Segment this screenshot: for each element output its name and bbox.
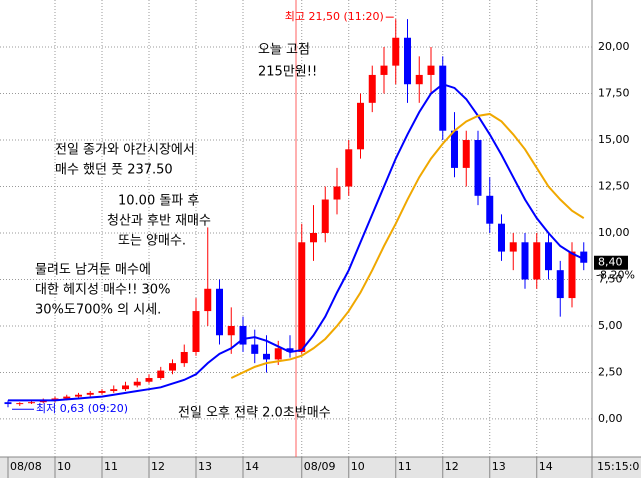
- y-tick-label: 15,00: [598, 133, 630, 146]
- candle-body: [404, 37, 411, 85]
- x-tick-label: 08/08: [10, 460, 42, 473]
- candle-body: [157, 370, 165, 379]
- candle-body: [509, 242, 517, 252]
- annotation: 청산과 후반 재매수: [107, 214, 211, 229]
- low-marker: 최저 0,63 (09:20): [36, 402, 128, 415]
- price-tag-label: 8,40: [598, 256, 623, 269]
- candle-body: [521, 242, 529, 280]
- candle-body: [333, 186, 341, 200]
- candle-body: [110, 389, 118, 392]
- candle-body: [298, 242, 306, 352]
- annotation: 대한 헤지성 매수!! 30%: [35, 283, 170, 298]
- candle-body: [462, 140, 470, 168]
- annotation: 전일 오후 전략 2.0초반매수: [178, 406, 331, 421]
- x-tick-label: 14: [539, 460, 553, 473]
- candle-body: [122, 385, 129, 390]
- candle-body: [86, 392, 94, 395]
- candle-body: [251, 344, 259, 354]
- candle-body: [321, 199, 329, 233]
- moving-average: [8, 83, 585, 402]
- price-tag: [594, 255, 628, 270]
- annotation: 또는 양매수.: [118, 234, 186, 249]
- candle-body: [63, 396, 71, 399]
- annotation: 오늘 고점: [258, 43, 310, 58]
- candle-body: [580, 251, 588, 263]
- candle-body: [145, 378, 153, 382]
- candle-body: [75, 394, 82, 397]
- moving-average: [230, 112, 585, 379]
- x-tick-label: 10: [351, 460, 365, 473]
- candle-body: [439, 65, 447, 131]
- change-label: -8,20%: [596, 269, 635, 282]
- candle-body: [451, 130, 458, 168]
- candle-body: [216, 288, 223, 336]
- candle-body: [392, 37, 400, 66]
- annotation: 물려도 남겨둔 매수에: [35, 263, 151, 278]
- y-tick-label: 0,00: [598, 412, 623, 425]
- candle-body: [486, 195, 494, 224]
- candle-body: [133, 381, 141, 386]
- candle-body: [556, 270, 564, 299]
- candle-body: [227, 325, 235, 336]
- x-tick-label: 12: [445, 460, 459, 473]
- candle-body: [533, 242, 541, 280]
- candle-body: [192, 311, 200, 352]
- y-tick-label: 12,50: [598, 179, 630, 192]
- candle-body: [204, 288, 212, 312]
- x-tick-label: 13: [492, 460, 506, 473]
- annotation: 전일 종가와 야간시장에서: [55, 143, 195, 158]
- candle-body: [16, 403, 24, 405]
- x-tick-label: 10: [57, 460, 71, 473]
- x-axis-bar: [0, 457, 641, 478]
- y-tick-label: 5,00: [598, 319, 623, 332]
- candle-body: [380, 65, 388, 75]
- annotation: 215만원!!: [258, 65, 317, 80]
- y-tick-label: 7,50: [598, 272, 623, 285]
- annotation: 10.00 돌파 후: [118, 194, 199, 209]
- candle-body: [427, 65, 435, 75]
- candle-body: [286, 348, 294, 352]
- candle-body: [263, 353, 270, 360]
- candle-body: [274, 348, 282, 360]
- candle-body: [498, 223, 505, 252]
- candle-body: [180, 351, 188, 364]
- annotation: 매수 했던 풋 237.50: [55, 162, 173, 178]
- y-tick-label: 20,00: [598, 40, 630, 53]
- candle-body: [368, 74, 376, 103]
- x-tick-label: 11: [398, 460, 412, 473]
- high-marker: 최고 21,50 (11:20): [285, 10, 384, 23]
- x-time-label: 15:15:0: [597, 460, 639, 473]
- x-tick-label: 14: [245, 460, 259, 473]
- candle-body: [357, 102, 364, 150]
- candle-body: [28, 402, 35, 404]
- candle-body: [4, 402, 12, 405]
- x-tick-label: 12: [151, 460, 165, 473]
- candle-body: [239, 325, 247, 345]
- candle-body: [545, 242, 552, 271]
- candle-body: [169, 363, 176, 371]
- x-tick-label: 11: [104, 460, 118, 473]
- y-tick-label: 2,50: [598, 365, 623, 378]
- x-tick-label: 13: [198, 460, 212, 473]
- y-tick-label: 10,00: [598, 226, 630, 239]
- candle-body: [415, 74, 423, 85]
- candle-body: [568, 251, 576, 299]
- x-tick-label: 08/09: [304, 460, 336, 473]
- annotation: 30%도700% 의 시세.: [35, 303, 161, 318]
- y-tick-label: 17,50: [598, 87, 630, 100]
- candle-body: [98, 391, 106, 393]
- candle-body: [474, 140, 482, 196]
- candle-body: [310, 232, 317, 243]
- candle-body: [345, 149, 353, 187]
